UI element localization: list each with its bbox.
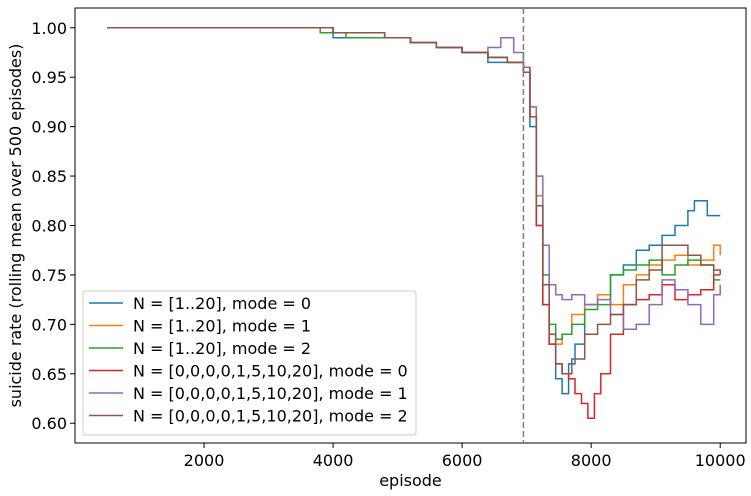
x-tick-label: 8000 xyxy=(571,451,612,470)
y-tick-label: 0.85 xyxy=(31,167,67,186)
x-tick-label: 4000 xyxy=(313,451,354,470)
legend: N = [1..20], mode = 0 N = [1..20], mode =… xyxy=(82,290,417,436)
legend-label-1: N = [1..20], mode = 0 xyxy=(133,294,311,313)
y-tick-label: 0.90 xyxy=(31,118,67,137)
legend-label-6: N = [0,0,0,0,1,5,10,20], mode = 2 xyxy=(133,407,408,426)
y-axis: 0.60 0.65 0.70 0.75 0.80 0.85 0.90 0.95 1.00 xyxy=(31,19,75,433)
y-tick-label: 0.75 xyxy=(31,266,67,285)
y-tick-label: 0.80 xyxy=(31,217,67,236)
legend-label-2: N = [1..20], mode = 1 xyxy=(133,317,311,336)
legend-label-5: N = [0,0,0,0,1,5,10,20], mode = 1 xyxy=(133,384,408,403)
y-tick-label: 1.00 xyxy=(31,19,67,38)
legend-label-3: N = [1..20], mode = 2 xyxy=(133,339,311,358)
series-layer xyxy=(107,27,721,420)
x-tick-label: 10000 xyxy=(695,451,746,470)
legend-box xyxy=(82,290,417,436)
y-tick-label: 0.65 xyxy=(31,365,67,384)
x-tick-label: 2000 xyxy=(184,451,225,470)
x-axis: 2000 4000 6000 8000 10000 xyxy=(184,443,746,470)
y-tick-label: 0.95 xyxy=(31,68,67,87)
y-tick-label: 0.70 xyxy=(31,315,67,334)
y-axis-label: suicide rate (rolling mean over 500 epis… xyxy=(6,44,25,408)
x-axis-label: episode xyxy=(379,471,442,490)
y-tick-label: 0.60 xyxy=(31,414,67,433)
x-tick-label: 6000 xyxy=(442,451,483,470)
legend-label-4: N = [0,0,0,0,1,5,10,20], mode = 0 xyxy=(133,362,408,381)
series-line-6 xyxy=(107,27,721,375)
